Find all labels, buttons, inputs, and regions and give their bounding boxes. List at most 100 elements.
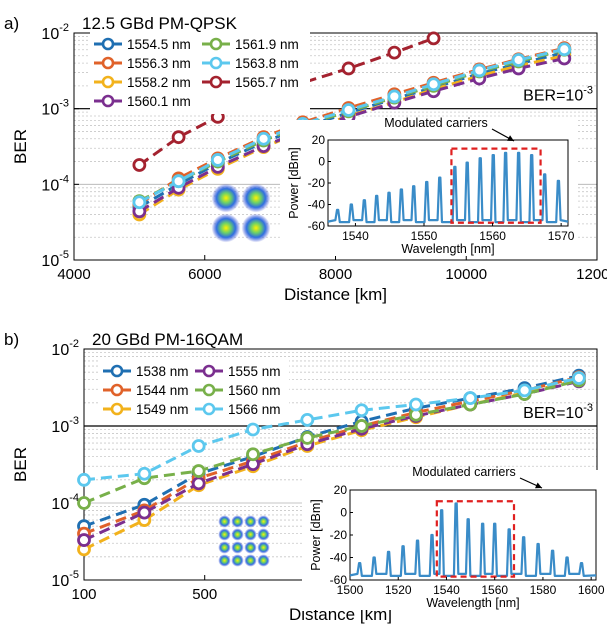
- constellation-point: [211, 183, 241, 213]
- data-point: [387, 89, 402, 104]
- inset-x-axis-label: Wavelength [nm]: [426, 596, 519, 610]
- data-point: [132, 158, 147, 172]
- inset-x-tick-label: 1570: [548, 229, 575, 243]
- inset-y-tick-label: -40: [308, 198, 326, 212]
- inset-spectrum: 1500 1520 1540 1560 1580 1600 20 0 -20 -40 -60 Wave…: [302, 465, 606, 610]
- constellation-16qam: [218, 515, 270, 567]
- inset-y-axis-label: Power [dBm]: [287, 147, 301, 219]
- x-tick-label: 8000: [319, 266, 352, 283]
- y-tick-base: 10: [51, 342, 69, 359]
- inset-frame: [327, 139, 569, 227]
- data-point: [354, 403, 369, 418]
- inset-y-tick-label: -40: [330, 551, 348, 565]
- inset-x-tick-label: 1560: [479, 229, 506, 243]
- inset-x-axis-label: Wavelength [nm]: [401, 242, 494, 256]
- x-tick-label: 12000: [576, 266, 607, 283]
- y-tick-exponent: -5: [59, 249, 69, 261]
- legend-label: 1561.9 nm: [235, 37, 299, 52]
- data-point: [171, 130, 186, 145]
- inset-y-tick-label: -60: [308, 219, 326, 233]
- constellation-qpsk: [211, 183, 271, 243]
- y-axis-label: BER: [11, 447, 30, 482]
- constellation-point: [244, 528, 257, 541]
- legend-marker: [110, 364, 124, 378]
- panel-label: b): [4, 330, 19, 349]
- data-point: [300, 431, 315, 445]
- legend-label: 1556.3 nm: [127, 56, 191, 71]
- data-point: [341, 61, 356, 76]
- legend-label: 1565.7 nm: [235, 75, 299, 90]
- modulated-carriers-box: [450, 147, 542, 224]
- modulated-carriers-box: [435, 500, 516, 578]
- legend-label: 1560 nm: [228, 383, 281, 398]
- legend: 1538 nm 1544 nm 1549 nm 1555 nm 1560 nm 1566 …: [99, 359, 289, 422]
- constellation-point: [218, 528, 231, 541]
- data-point: [341, 103, 356, 117]
- data-point: [77, 533, 91, 547]
- constellation-point: [244, 515, 257, 528]
- y-tick-label: 10-3: [41, 98, 69, 119]
- legend-label: 1563.8 nm: [235, 56, 299, 71]
- legend-label: 1538 nm: [136, 364, 189, 379]
- y-tick-label: 10-4: [51, 492, 79, 513]
- annotation-modulated-carriers: Modulated carriers: [412, 465, 516, 479]
- y-tick-exponent: -3: [59, 98, 69, 110]
- inset-y-tick-label: -60: [330, 573, 348, 587]
- legend-item: 1549 nm: [103, 402, 189, 417]
- y-tick-label: 10-3: [51, 415, 79, 436]
- data-point: [191, 476, 206, 491]
- legend-item: 1558.2 nm: [94, 75, 191, 90]
- inset-x-tick-label: 1540: [433, 583, 460, 597]
- y-tick-base: 10: [51, 496, 69, 513]
- inset-y-tick-label: 20: [334, 483, 348, 497]
- data-point: [246, 447, 260, 462]
- y-tick-base: 10: [51, 419, 69, 436]
- legend-background: [90, 32, 310, 114]
- constellation-point: [231, 515, 244, 528]
- data-point: [191, 439, 206, 453]
- inset-x-tick-label: 1500: [337, 583, 364, 597]
- inset-spectrum: 1540 1550 1560 1570 20 0 -20 -40 -60 Wavelength […: [280, 116, 578, 256]
- legend-marker: [209, 37, 223, 51]
- annotation-arrow-head: [535, 482, 542, 489]
- constellation-point: [241, 183, 271, 213]
- legend-marker: [209, 56, 223, 70]
- panel-label: a): [4, 14, 19, 33]
- legend-item: 1560.1 nm: [94, 94, 191, 109]
- y-tick-base: 10: [41, 253, 59, 270]
- y-tick-exponent: -2: [69, 338, 79, 350]
- y-tick-exponent: -4: [69, 492, 79, 504]
- constellation-point: [257, 515, 270, 528]
- legend-marker: [101, 56, 115, 70]
- legend-label: 1544 nm: [136, 383, 189, 398]
- legend-item: 1555 nm: [195, 364, 281, 379]
- data-point: [426, 31, 441, 46]
- y-tick-base: 10: [41, 102, 59, 119]
- data-point: [132, 195, 147, 210]
- data-point: [387, 45, 402, 60]
- series-1566: [77, 371, 586, 487]
- legend-item: 1538 nm: [103, 364, 189, 379]
- legend-marker: [202, 383, 216, 397]
- legend-marker: [202, 364, 216, 378]
- data-point: [571, 371, 586, 385]
- constellation-point: [244, 541, 257, 554]
- legend-label: 1554.5 nm: [127, 37, 191, 52]
- chart-title: 20 GBd PM-16QAM: [92, 330, 243, 349]
- x-tick-label: 100: [71, 586, 96, 603]
- constellation-point: [231, 554, 244, 567]
- data-point: [557, 42, 572, 57]
- spectrum-trace: [349, 502, 597, 577]
- series-line: [83, 376, 580, 482]
- legend-label: 1549 nm: [136, 402, 189, 417]
- legend-marker: [110, 402, 124, 416]
- data-point: [77, 496, 91, 510]
- x-tick-label: 6000: [188, 266, 221, 283]
- data-point: [256, 131, 271, 146]
- threshold-label-exponent: -3: [583, 402, 593, 414]
- constellation-point: [231, 541, 244, 554]
- inset-x-tick-label: 1540: [342, 229, 369, 243]
- x-axis-label: Distance [km]: [284, 285, 387, 304]
- legend-label: 1560.1 nm: [127, 94, 191, 109]
